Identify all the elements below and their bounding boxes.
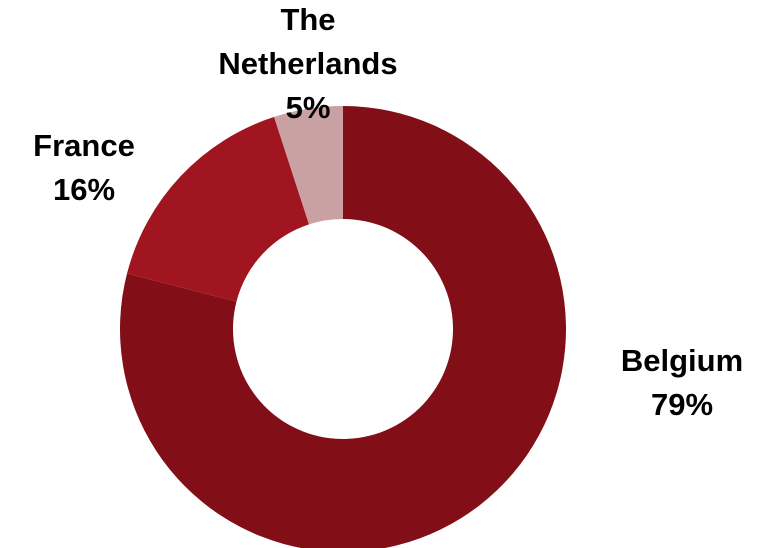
slice-name-label-france: France bbox=[33, 128, 135, 163]
slice-name-label-the-netherlands: The bbox=[280, 2, 335, 37]
donut-slices bbox=[120, 106, 566, 548]
slice-labels: Belgium 79% France 16% The Netherlands 5% bbox=[33, 2, 743, 422]
slice-france bbox=[127, 116, 310, 302]
slice-name-label-the-netherlands: Netherlands bbox=[218, 46, 397, 81]
slice-name-label-belgium: Belgium bbox=[621, 343, 743, 378]
slice-value-label-the-netherlands: 5% bbox=[286, 90, 331, 125]
slice-belgium bbox=[120, 106, 566, 548]
slice-value-label-france: 16% bbox=[53, 172, 115, 207]
slice-the-netherlands bbox=[274, 106, 343, 225]
slice-value-label-belgium: 79% bbox=[651, 387, 713, 422]
